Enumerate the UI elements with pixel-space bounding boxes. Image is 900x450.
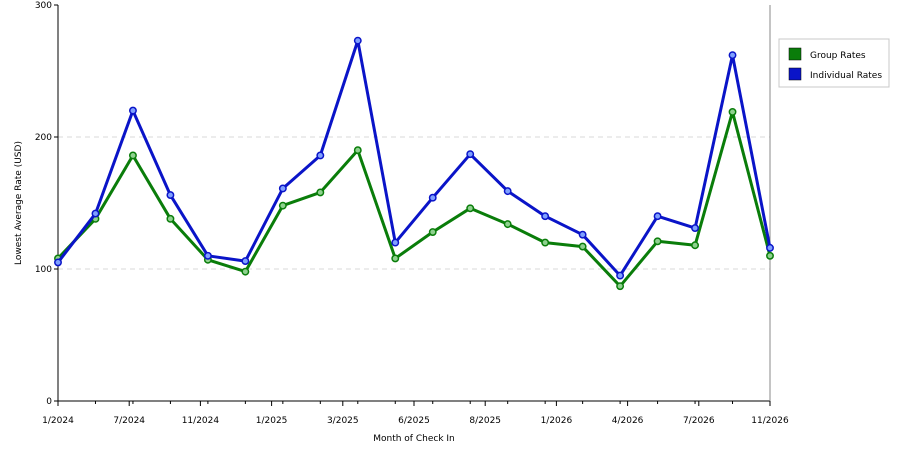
- data-point: [353, 36, 362, 45]
- series-layer: [54, 36, 774, 291]
- data-point: [616, 282, 625, 291]
- data-point: [503, 187, 512, 196]
- x-axis-ticks: 1/2024 7/2024 11/2024 1/2025 3/2025 6/2025 8/2…: [42, 401, 789, 426]
- x-tick-label: 1/2024: [42, 416, 74, 426]
- data-point: [503, 220, 512, 229]
- data-point: [428, 228, 437, 236]
- data-point: [128, 151, 137, 160]
- data-point: [391, 238, 400, 247]
- series-line: [56, 110, 772, 288]
- data-point: [766, 243, 774, 252]
- data-point: [428, 193, 437, 202]
- data-point: [91, 209, 100, 218]
- legend-label: Group Rates: [810, 51, 866, 61]
- data-point: [316, 188, 325, 197]
- y-tick-label: 300: [35, 1, 52, 11]
- data-point: [653, 212, 662, 221]
- x-tick-label: 8/2025: [469, 416, 501, 426]
- legend-swatch: [788, 67, 802, 81]
- axes: [57, 5, 771, 402]
- x-tick-label: 11/2026: [751, 416, 789, 426]
- data-point: [616, 271, 625, 280]
- data-point: [728, 107, 737, 116]
- data-point: [166, 191, 175, 200]
- y-tick-label: 0: [46, 397, 52, 407]
- data-point: [166, 214, 175, 223]
- y-axis-ticks: 0 100 200 300: [35, 1, 58, 407]
- data-point: [578, 242, 587, 251]
- y-axis-title: Lowest Average Rate (USD): [14, 141, 24, 265]
- data-point: [691, 241, 700, 250]
- data-point: [241, 267, 250, 276]
- x-tick-label: 7/2026: [683, 416, 715, 426]
- data-point: [728, 51, 737, 60]
- data-point: [203, 251, 212, 260]
- x-tick-label: 1/2025: [256, 416, 288, 426]
- series-0: [54, 107, 774, 291]
- legend-swatch: [788, 47, 802, 61]
- data-point: [541, 238, 550, 247]
- data-point: [466, 204, 475, 213]
- x-tick-label: 3/2025: [327, 416, 359, 426]
- data-point: [466, 150, 475, 159]
- x-tick-label: 6/2025: [398, 416, 430, 426]
- x-tick-label: 7/2024: [113, 416, 145, 426]
- series-line: [56, 39, 772, 278]
- data-point: [391, 254, 400, 263]
- legend: Group Rates Individual Rates: [778, 38, 890, 88]
- x-tick-label: 4/2026: [612, 416, 644, 426]
- data-point: [691, 224, 700, 233]
- y-tick-label: 100: [35, 265, 52, 275]
- data-point: [54, 258, 62, 267]
- data-point: [653, 237, 662, 246]
- x-tick-label: 11/2024: [182, 416, 220, 426]
- x-tick-label: 1/2026: [541, 416, 573, 426]
- data-point: [353, 146, 362, 155]
- y-tick-label: 200: [35, 133, 52, 143]
- data-point: [278, 201, 287, 210]
- data-point: [278, 184, 287, 193]
- data-point: [766, 251, 774, 260]
- series-1: [54, 36, 774, 280]
- data-point: [241, 257, 250, 266]
- legend-label: Individual Rates: [810, 71, 882, 81]
- data-point: [128, 106, 137, 115]
- data-point: [541, 212, 550, 221]
- grid-lines: [58, 136, 770, 270]
- data-point: [578, 230, 587, 239]
- data-point: [316, 151, 325, 160]
- x-axis-title: Month of Check In: [373, 434, 455, 444]
